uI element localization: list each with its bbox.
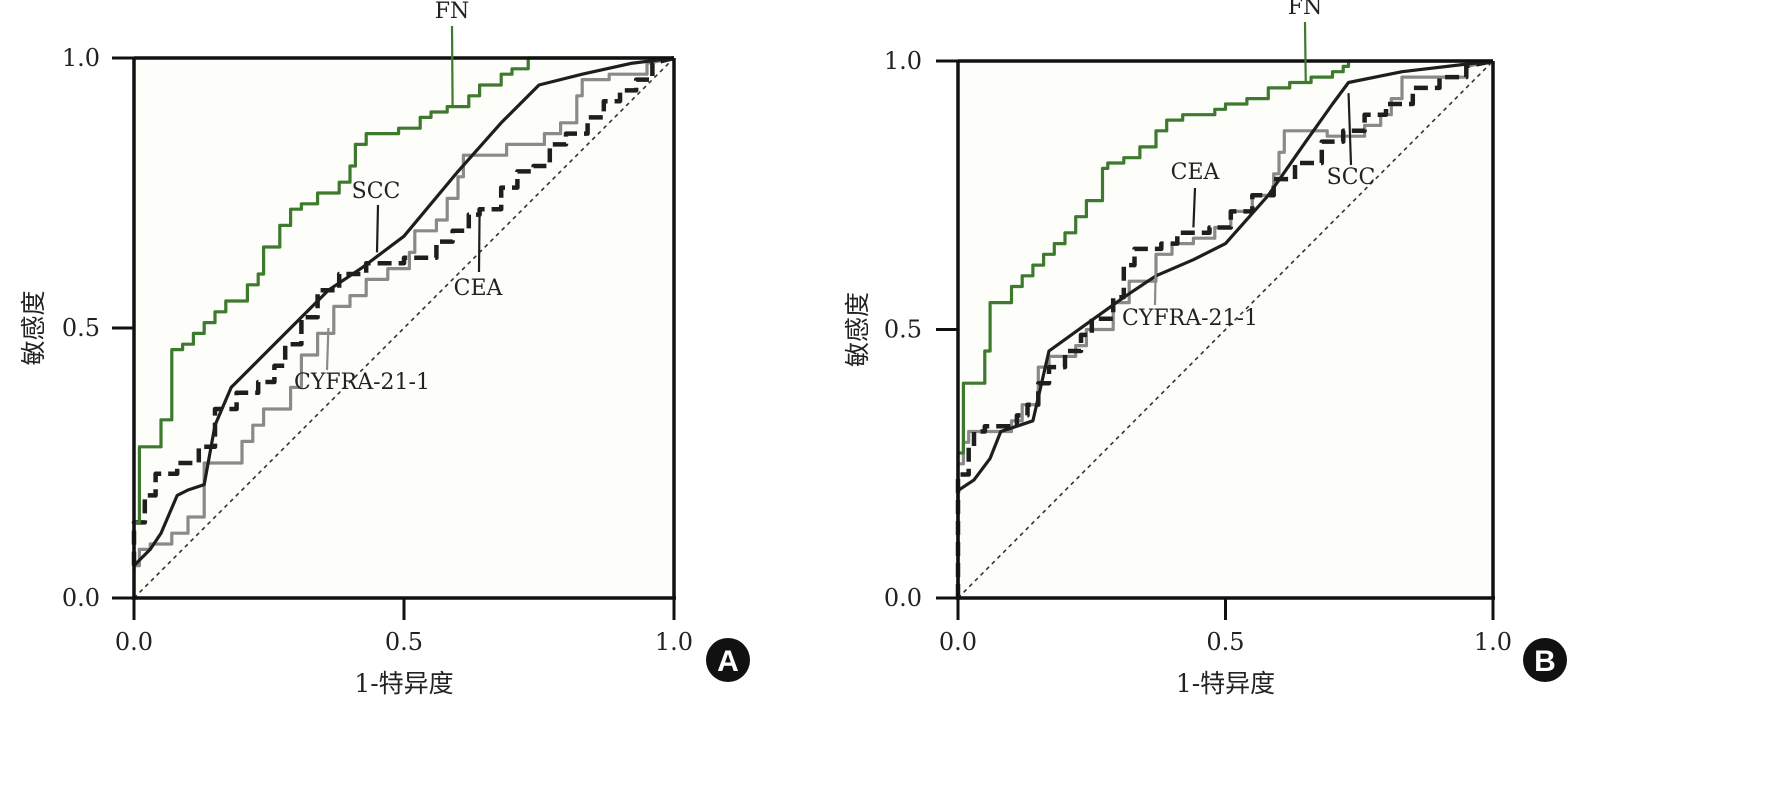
annotation-leader-cea — [477, 209, 481, 273]
y-axis-label: 敏感度 — [19, 290, 48, 365]
x-tick-label: 0.5 — [385, 628, 423, 656]
x-axis-label: 1-特异度 — [354, 669, 453, 698]
annotation-leader-scc — [375, 204, 380, 253]
annotation-label-fn: FN — [1288, 0, 1323, 20]
x-tick-label: 0.0 — [115, 628, 153, 656]
y-tick-label: 0.5 — [62, 314, 100, 342]
series-fn — [956, 59, 1493, 598]
reference-diagonal — [957, 60, 1494, 599]
chart-panel-a: 0.0 0.5 1.0 0.0 0.5 1.0 1-特异度 敏感度 FN SCC CEA CYFRA-… — [19, 0, 750, 698]
annotation-leader-cea — [1192, 187, 1197, 228]
annotation-label-fn: FN — [435, 0, 470, 24]
series-cyfra-21-1 — [956, 59, 1494, 598]
panel-label: A — [717, 645, 739, 678]
x-tick-label: 0.0 — [939, 628, 977, 656]
annotation-leader-cyfra-21-1 — [325, 327, 330, 371]
x-axis-label: 1-特异度 — [1176, 669, 1275, 698]
annotation-label-cyfra-21-1: CYFRA-21-1 — [294, 370, 430, 395]
annotation-leader-cyfra-21-1 — [1153, 254, 1158, 306]
chart-panel-b: 0.0 0.5 1.0 0.0 0.5 1.0 1-特异度 敏感度 FN SCC CEA CYFRA-… — [843, 0, 1567, 698]
annotation-leader-fn — [1303, 21, 1307, 83]
series-scc — [956, 59, 1494, 598]
annotation-leader-scc — [1347, 93, 1353, 166]
y-axis-label: 敏感度 — [843, 292, 872, 367]
panel-label: B — [1534, 645, 1556, 678]
y-tick-label: 0.0 — [884, 584, 922, 612]
series-fn — [132, 56, 674, 571]
plot-area — [134, 58, 674, 598]
annotation-label-cea: CEA — [454, 276, 504, 301]
annotation-label-scc: SCC — [1327, 165, 1376, 190]
annotation-label-cyfra-21-1: CYFRA-21-1 — [1122, 306, 1258, 331]
y-tick-label: 0.5 — [884, 316, 922, 344]
panel-badge — [1523, 638, 1567, 682]
annotation-label-scc: SCC — [352, 179, 401, 204]
series-cea — [955, 58, 1494, 598]
y-tick-label: 0.0 — [62, 584, 100, 612]
y-tick-label: 1.0 — [884, 47, 922, 75]
x-tick-label: 0.5 — [1206, 628, 1244, 656]
annotation-label-cea: CEA — [1171, 160, 1221, 185]
series-scc — [132, 56, 675, 567]
x-tick-label: 1.0 — [1474, 628, 1512, 656]
x-tick-label: 1.0 — [655, 628, 693, 656]
y-tick-label: 1.0 — [62, 44, 100, 72]
panel-badge — [706, 638, 750, 682]
annotation-leader-fn — [450, 25, 454, 107]
